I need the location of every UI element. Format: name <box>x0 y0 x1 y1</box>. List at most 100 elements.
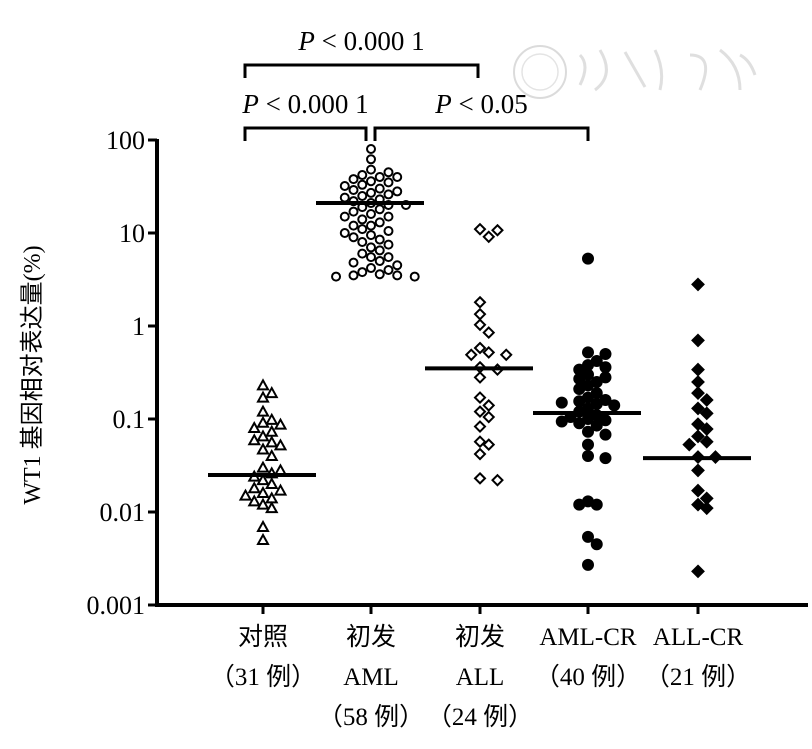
p-value-text: < 0.05 <box>452 89 528 119</box>
data-point-AML-CR <box>573 372 586 385</box>
x-axis-labels: 对照 （31 例） 初发 AML （58 例） 初发 ALL （24 例） AML-CR （40 … <box>210 623 751 731</box>
data-point-ALL-CR <box>691 386 705 400</box>
data-point-new-ALL <box>491 473 504 487</box>
data-point-new-AML <box>366 242 376 253</box>
data-point-new-AML <box>357 224 368 235</box>
data-point-new-AML <box>366 154 376 165</box>
data-point-AML-CR <box>582 450 594 463</box>
data-point-control <box>265 435 279 448</box>
data-point-new-AML <box>374 204 385 215</box>
median-lines <box>208 201 751 477</box>
data-point-new-AML <box>383 211 394 222</box>
data-point-AML-CR <box>590 538 603 551</box>
data-point-new-ALL <box>499 348 513 362</box>
data-point-new-ALL <box>473 447 487 461</box>
data-point-control <box>256 415 270 428</box>
data-point-AML-CR <box>582 558 594 571</box>
data-point-new-AML <box>374 255 385 266</box>
data-point-new-ALL <box>473 391 487 404</box>
data-point-new-ALL <box>482 438 496 452</box>
y-axis-label: WT1 基因相对表达量(%) <box>19 245 46 504</box>
x-label-AML-CR: （40 例） <box>535 663 641 691</box>
data-point-new-AML <box>383 189 394 200</box>
p-value-text: < 0.000 1 <box>259 89 369 119</box>
data-point-AML-CR <box>573 417 586 430</box>
data-point-new-AML <box>366 187 376 198</box>
data-point-ALL-CR <box>691 564 705 579</box>
data-point-control <box>256 442 270 455</box>
data-point-control <box>273 483 288 496</box>
p-value-text: < 0.000 1 <box>315 26 425 56</box>
data-point-control <box>238 488 253 501</box>
data-point-new-ALL <box>482 345 496 359</box>
x-label-new-ALL: 初发 <box>455 623 505 651</box>
data-point-new-AML <box>357 214 368 225</box>
data-point-ALL-CR <box>691 362 705 377</box>
data-point-new-AML <box>348 220 359 231</box>
data-point-control <box>256 532 270 545</box>
data-point-new-AML <box>348 184 359 195</box>
y-tick-label: 1 <box>132 312 145 341</box>
x-label-new-AML: AML <box>343 664 399 691</box>
data-point-new-AML <box>374 172 385 183</box>
data-point-new-AML <box>357 170 368 181</box>
y-tick-label: 100 <box>106 126 145 155</box>
data-point-new-AML <box>366 164 376 175</box>
x-label-ALL-CR: （21 例） <box>645 663 751 691</box>
data-point-new-AML <box>339 211 350 222</box>
data-point-new-AML <box>366 263 376 274</box>
data-point-control <box>265 448 279 462</box>
data-point-new-ALL <box>473 222 487 236</box>
significance-bracket <box>243 63 480 78</box>
data-point-new-ALL <box>473 341 487 355</box>
y-tick-label: 0.1 <box>113 405 146 434</box>
data-point-AML-CR <box>555 415 568 428</box>
data-point-control <box>265 476 279 490</box>
data-point-new-AML <box>339 228 350 238</box>
data-point-new-ALL <box>464 348 478 362</box>
data-point-new-ALL <box>473 318 487 332</box>
data-point-AML-CR <box>573 498 586 511</box>
data-point-new-ALL <box>482 398 496 412</box>
data-point-new-AML <box>357 248 368 259</box>
data-point-new-AML <box>339 192 350 203</box>
p-symbol: P <box>434 89 452 119</box>
data-point-ALL-CR <box>691 429 705 444</box>
data-point-new-ALL <box>473 307 487 321</box>
data-point-control <box>273 417 288 430</box>
data-point-new-AML <box>374 245 385 256</box>
data-point-new-ALL <box>473 471 487 485</box>
y-tick-label: 0.01 <box>100 498 146 527</box>
data-point-new-ALL <box>482 326 496 339</box>
p-symbol: P <box>297 26 315 56</box>
data-point-new-AML <box>374 183 385 194</box>
data-point-control <box>256 460 270 473</box>
data-point-AML-CR <box>599 347 612 360</box>
data-point-AML-CR <box>599 452 612 465</box>
x-label-new-AML: 初发 <box>346 623 396 651</box>
data-point-control <box>256 519 270 532</box>
data-point-ALL-CR <box>699 434 714 449</box>
data-point-new-AML <box>374 269 385 280</box>
data-point-new-ALL <box>482 410 496 424</box>
data-point-control <box>256 429 270 442</box>
x-label-control: （31 例） <box>210 663 316 691</box>
data-point-ALL-CR <box>691 277 705 292</box>
data-point-new-AML <box>383 177 394 188</box>
data-point-ALL-CR <box>691 483 705 498</box>
data-point-AML-CR <box>573 383 586 396</box>
x-label-control: 对照 <box>238 623 288 651</box>
watermark-calligraphy-icon <box>578 48 757 92</box>
data-point-AML-CR <box>555 396 568 409</box>
data-point-new-AML <box>339 181 350 192</box>
data-point-new-AML <box>366 209 376 220</box>
data-point-new-AML <box>409 271 420 282</box>
data-point-new-AML <box>383 226 394 237</box>
data-point-new-AML <box>348 232 359 243</box>
data-point-ALL-CR <box>691 463 705 478</box>
data-point-control <box>256 390 270 403</box>
data-point-control <box>273 438 288 451</box>
data-point-new-ALL <box>473 295 487 309</box>
